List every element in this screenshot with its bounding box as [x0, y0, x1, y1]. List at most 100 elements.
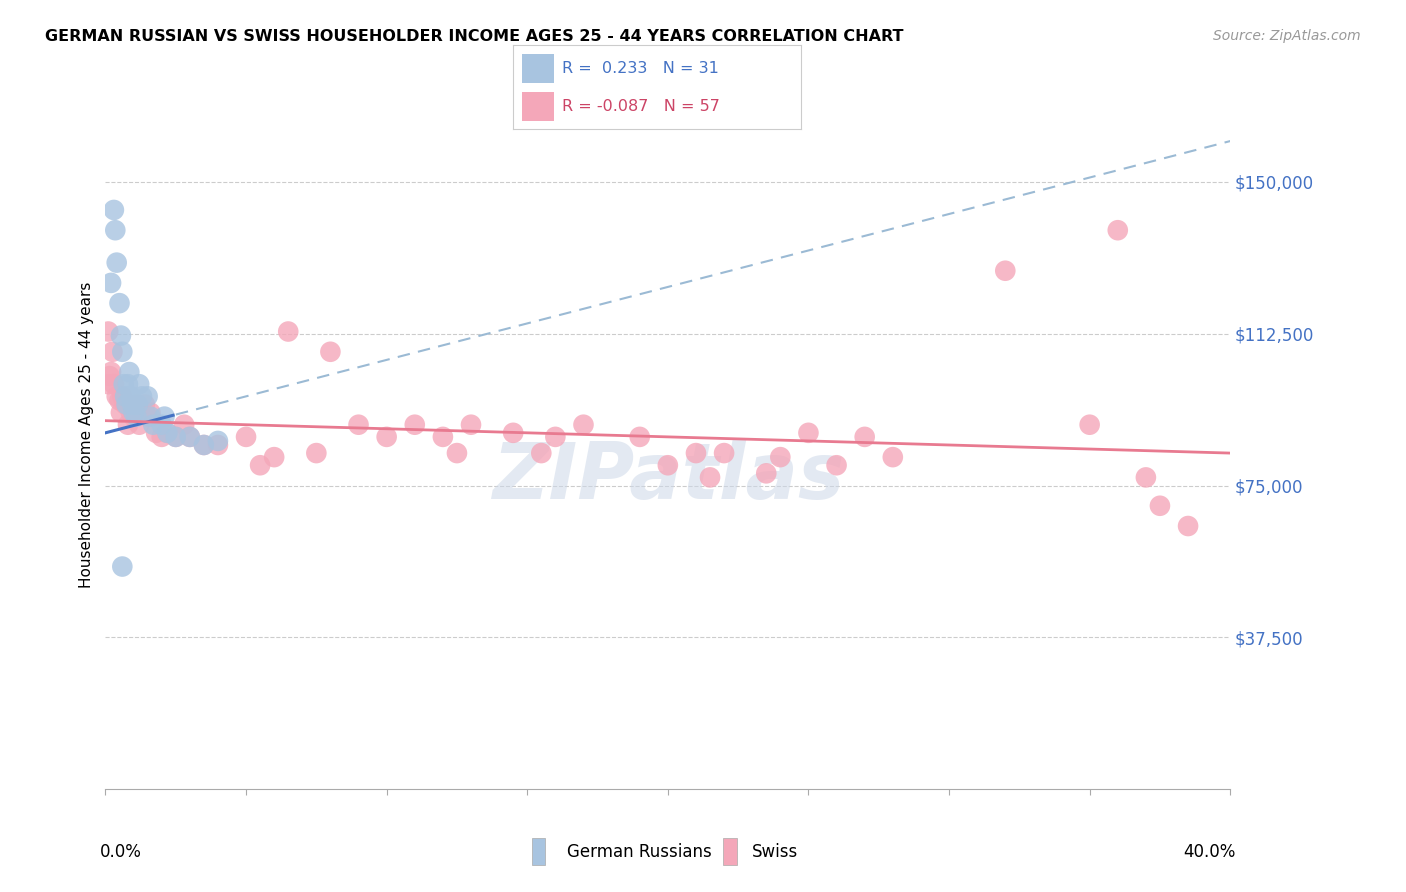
Point	[97, 377, 120, 392]
Point	[115, 397, 138, 411]
Point	[111, 344, 134, 359]
Point	[114, 389, 136, 403]
Point	[150, 417, 173, 432]
Point	[122, 406, 145, 420]
Point	[249, 458, 271, 473]
Point	[1177, 519, 1199, 533]
Point	[769, 450, 792, 464]
Point	[375, 430, 398, 444]
Point	[128, 417, 150, 432]
Text: German Russians: German Russians	[567, 843, 711, 861]
Point	[100, 365, 122, 379]
Point	[111, 389, 134, 403]
Point	[825, 458, 848, 473]
Point	[685, 446, 707, 460]
Point	[1149, 499, 1171, 513]
Point	[153, 409, 176, 424]
Point	[156, 425, 179, 440]
Point	[108, 393, 131, 408]
Point	[105, 255, 128, 269]
Point	[713, 446, 735, 460]
Point	[432, 430, 454, 444]
Point	[131, 389, 153, 403]
Point	[124, 397, 146, 411]
Point	[139, 409, 162, 424]
Point	[118, 365, 141, 379]
Point	[193, 438, 215, 452]
Point	[502, 425, 524, 440]
Point	[108, 296, 131, 310]
Point	[530, 446, 553, 460]
Point	[136, 409, 159, 424]
Point	[173, 417, 195, 432]
Point	[544, 430, 567, 444]
Point	[755, 467, 778, 481]
Point	[111, 559, 134, 574]
Text: ZIPatlas: ZIPatlas	[492, 440, 844, 516]
Point	[193, 438, 215, 452]
Point	[1107, 223, 1129, 237]
Point	[121, 397, 143, 411]
Point	[105, 389, 128, 403]
Point	[1078, 417, 1101, 432]
Point	[110, 406, 132, 420]
Point	[797, 425, 820, 440]
Point	[853, 430, 876, 444]
Point	[125, 397, 148, 411]
Bar	[522, 54, 554, 83]
Point	[136, 389, 159, 403]
Point	[150, 430, 173, 444]
Text: 40.0%: 40.0%	[1184, 843, 1236, 861]
Point	[628, 430, 651, 444]
Text: Swiss: Swiss	[752, 843, 799, 861]
Point	[103, 377, 125, 392]
Point	[103, 202, 125, 217]
Text: R =  0.233   N = 31: R = 0.233 N = 31	[562, 61, 718, 76]
Point	[142, 417, 165, 432]
Point	[97, 325, 120, 339]
Point	[134, 397, 156, 411]
Point	[882, 450, 904, 464]
Point	[145, 425, 167, 440]
Point	[446, 446, 468, 460]
Point	[120, 406, 142, 420]
Point	[347, 417, 370, 432]
Point	[104, 223, 127, 237]
Point	[263, 450, 285, 464]
Point	[98, 369, 121, 384]
Point	[657, 458, 679, 473]
Text: 0.0%: 0.0%	[100, 843, 142, 861]
Point	[235, 430, 257, 444]
Point	[110, 328, 132, 343]
Point	[207, 438, 229, 452]
Point	[179, 430, 201, 444]
Point	[122, 409, 145, 424]
Point	[165, 430, 187, 444]
Y-axis label: Householder Income Ages 25 - 44 years: Householder Income Ages 25 - 44 years	[79, 282, 94, 588]
Point	[101, 344, 124, 359]
Point	[572, 417, 595, 432]
Text: Source: ZipAtlas.com: Source: ZipAtlas.com	[1213, 29, 1361, 43]
Point	[207, 434, 229, 448]
Bar	[522, 92, 554, 120]
Text: GERMAN RUSSIAN VS SWISS HOUSEHOLDER INCOME AGES 25 - 44 YEARS CORRELATION CHART: GERMAN RUSSIAN VS SWISS HOUSEHOLDER INCO…	[45, 29, 904, 44]
Point	[114, 397, 136, 411]
Point	[404, 417, 426, 432]
Point	[319, 344, 342, 359]
Point	[127, 397, 149, 411]
Point	[125, 409, 148, 424]
Point	[117, 377, 139, 392]
Point	[165, 430, 187, 444]
Point	[139, 406, 162, 420]
Point	[120, 389, 142, 403]
Point	[460, 417, 482, 432]
Point	[156, 425, 179, 440]
Point	[1135, 470, 1157, 484]
Point	[100, 276, 122, 290]
Point	[112, 377, 135, 392]
Point	[994, 264, 1017, 278]
Point	[305, 446, 328, 460]
Point	[128, 377, 150, 392]
Point	[699, 470, 721, 484]
Point	[117, 417, 139, 432]
